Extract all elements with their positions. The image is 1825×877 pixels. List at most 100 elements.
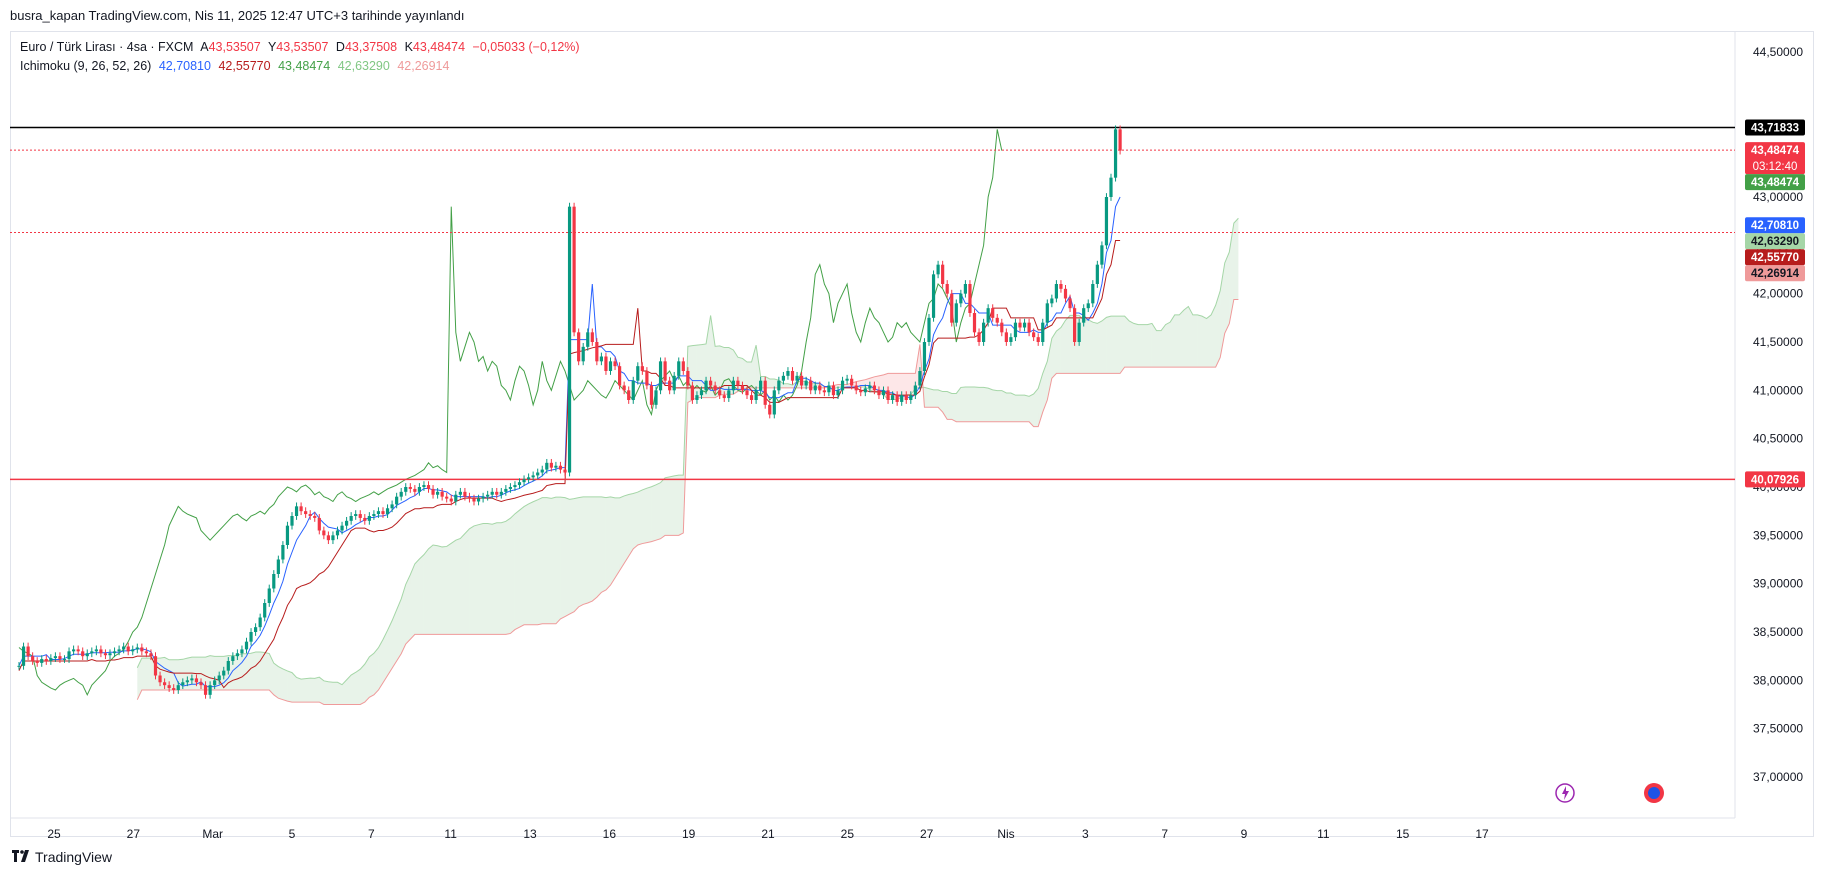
ichimoku-cloud-segment [1229, 223, 1234, 324]
candle-body [886, 390, 890, 400]
ichimoku-cloud-segment [524, 503, 529, 625]
ichimoku-cloud-segment [769, 378, 775, 388]
ichimoku-cloud-segment [241, 653, 247, 690]
chart-frame[interactable] [10, 31, 1814, 837]
symbol-name[interactable]: Euro / Türk Lirası · 4sa · FXCM [20, 40, 194, 54]
candle-body [235, 653, 239, 657]
candle-body [586, 332, 590, 347]
candle-body [840, 380, 845, 391]
ichimoku-cloud-segment [378, 639, 383, 690]
x-tick-label: 7 [1161, 827, 1168, 841]
ichimoku-cloud-segment [342, 679, 347, 705]
candle-body [977, 332, 981, 342]
ichimoku-cloud-segment [560, 497, 565, 619]
candle-body [517, 482, 522, 486]
candle-body [85, 653, 89, 657]
ichimoku-cloud-segment [605, 496, 611, 590]
ichimoku-cloud-segment [1151, 323, 1157, 368]
symbol-legend[interactable]: Euro / Türk Lirası · 4sa · FXCM A43,5350… [20, 40, 584, 54]
y-tick-label: 39,50000 [1753, 528, 1803, 542]
ichimoku-cloud-segment [360, 664, 365, 705]
ichimoku-cloud-segment [706, 315, 711, 398]
ichimoku-cloud-segment [269, 653, 274, 695]
ichimoku-cloud-segment [646, 486, 652, 543]
ichimoku-cloud-segment [346, 675, 352, 705]
candle-body [800, 375, 804, 386]
price-tag-label: 42,63290 [1751, 236, 1799, 248]
ichimoku-cloud-segment [1020, 395, 1025, 422]
candle-body [35, 661, 39, 663]
candle-body [44, 659, 48, 661]
price-tag-label: 43,71833 [1751, 123, 1799, 135]
ichimoku-cloud-segment [715, 345, 720, 398]
ichimoku-cloud-segment [287, 670, 292, 703]
ichimoku-cloud-segment [651, 484, 656, 542]
candle-body [395, 496, 399, 505]
candle-body [340, 525, 344, 531]
ichimoku-cloud-segment [665, 476, 670, 536]
indicator-legend[interactable]: Ichimoku (9, 26, 52, 26) 42,70810 42,557… [20, 59, 453, 73]
ichimoku-cloud-segment [1015, 395, 1020, 422]
candle-body [208, 685, 212, 695]
candle-body [313, 516, 317, 518]
candle-body [872, 385, 876, 391]
candle-body [244, 641, 249, 650]
ichimoku-cloud-segment [1147, 323, 1152, 368]
candle-body [372, 514, 376, 516]
x-tick-label: 5 [289, 827, 296, 841]
candle-body [58, 656, 62, 660]
ichimoku-cloud-segment [878, 374, 884, 395]
ichimoku-cloud-segment [969, 386, 975, 422]
ichimoku-cloud-segment [396, 598, 402, 661]
ichimoku-cloud-segment [1083, 319, 1089, 374]
candle-body [822, 390, 826, 393]
ichimoku-cloud-segment [678, 475, 684, 536]
ichimoku-cloud-segment [401, 584, 406, 654]
tradingview-brand[interactable]: TradingView [12, 849, 112, 865]
candle-body [203, 685, 208, 695]
candle-body [986, 308, 990, 323]
ichimoku-cloud-segment [292, 672, 297, 703]
candle-body [727, 390, 731, 399]
x-tick-label: 27 [127, 827, 141, 841]
candle-body [476, 498, 481, 502]
x-tick-label: 13 [523, 827, 537, 841]
x-tick-label: 21 [761, 827, 775, 841]
candle-body [67, 651, 71, 660]
candle-body [76, 649, 80, 652]
ichimoku-cloud-segment [264, 652, 270, 690]
candle-body [863, 388, 867, 393]
ichimoku-cloud-segment [1120, 316, 1125, 374]
candle-body [909, 395, 913, 400]
ichimoku-cloud-segment [1129, 320, 1134, 368]
x-tick-label: 25 [841, 827, 855, 841]
ichimoku-cloud-segment [624, 494, 629, 564]
ichimoku-cloud-segment [237, 653, 242, 690]
leading-b-value: 42,26914 [397, 59, 450, 73]
candle-body [891, 395, 895, 400]
candle-body [1063, 288, 1068, 299]
ichimoku-cloud-segment [938, 389, 943, 413]
ichimoku-cloud-segment [1092, 322, 1098, 374]
candle-body [112, 651, 117, 654]
ichimoku-cloud-segment [201, 657, 206, 690]
ichimoku-cloud-segment [1197, 314, 1202, 368]
ichimoku-cloud-segment [1142, 324, 1148, 368]
x-tick-label: 9 [1241, 827, 1248, 841]
ichimoku-cloud-segment [1006, 392, 1011, 422]
indicator-name[interactable]: Ichimoku (9, 26, 52, 26) [20, 59, 152, 73]
ichimoku-cloud-segment [423, 548, 429, 635]
candle-body [1077, 322, 1081, 342]
ichimoku-cloud-segment [724, 347, 729, 395]
y-tick-label: 38,00000 [1753, 673, 1803, 687]
candle-body [463, 491, 467, 497]
candle-body [699, 390, 704, 396]
candle-body [140, 647, 144, 652]
candle-body [995, 317, 999, 323]
ichimoku-cloud-segment [487, 523, 493, 635]
x-tick-label: 11 [1317, 827, 1330, 841]
publish-info: busra_kapan TradingView.com, Nis 11, 202… [10, 8, 465, 23]
ichimoku-cloud-segment [988, 388, 993, 422]
candle-body [299, 506, 303, 512]
